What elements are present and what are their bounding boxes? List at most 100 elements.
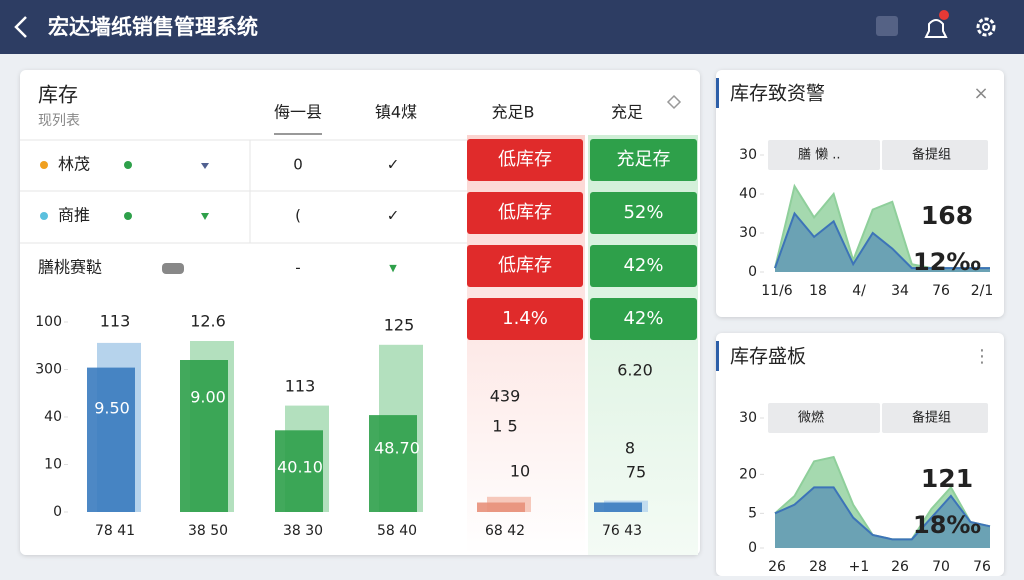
back-button[interactable] [14, 16, 27, 38]
app-bar [0, 0, 1024, 54]
panel-accent [716, 341, 719, 371]
chip-label: 膳 懒 .. [798, 147, 841, 163]
trend-icon [201, 163, 209, 169]
x-tick-label: 38 30 [283, 523, 323, 539]
sort-icon[interactable] [666, 94, 682, 110]
panel-title: 库存盛板 [730, 346, 806, 368]
y-tick-label: 0 [53, 504, 62, 520]
badge-label: 42% [623, 308, 663, 329]
notification-icon[interactable] [924, 19, 948, 38]
x-tick-label: 28 [809, 559, 827, 575]
cell: ✓ [387, 156, 400, 174]
menu-icon[interactable] [876, 16, 898, 36]
bar [369, 415, 417, 512]
x-tick-label: 76 43 [602, 523, 642, 539]
x-tick-label: 68 42 [485, 523, 525, 539]
status-dot [40, 161, 48, 169]
data-annotation: 75 [626, 463, 646, 482]
badge-label: 1.4% [502, 308, 548, 329]
x-tick-label: 70 [932, 559, 950, 575]
x-tick-label: 38 50 [188, 523, 228, 539]
chip-label: 备提组 [912, 410, 951, 426]
line [774, 486, 991, 541]
area [775, 213, 990, 272]
data-annotation: 40.10 [277, 458, 323, 477]
column-header: 充足 [611, 103, 643, 122]
x-tick-label: 26 [768, 559, 786, 575]
badge [590, 245, 697, 287]
panel-accent [716, 78, 719, 108]
cell: ✓ [387, 207, 400, 225]
badge [590, 192, 697, 234]
badge-label: 低库存 [498, 149, 552, 170]
big-value: 168 [921, 201, 973, 230]
filter-chip[interactable] [882, 140, 988, 170]
notification-dot [939, 10, 949, 20]
badge [467, 192, 583, 234]
x-tick-label: 76 [932, 283, 950, 299]
panel-title: 库存致资警 [730, 83, 825, 105]
big-sub: 12‰ [913, 248, 981, 276]
data-annotation: 9.00 [190, 388, 226, 407]
filter-chip[interactable] [882, 403, 988, 433]
x-tick-label: 2/1 [971, 283, 994, 299]
panel-title: 库存 [38, 83, 78, 107]
y-tick-label: 0 [748, 540, 757, 556]
data-annotation: 8 [625, 439, 635, 458]
badge [467, 245, 583, 287]
bar [594, 502, 642, 512]
line [774, 211, 990, 270]
column-header: 侮一县 [274, 103, 322, 122]
status-dot [124, 161, 132, 169]
column-header: 充足B [492, 103, 535, 122]
column-header: 镇4煤 [375, 103, 417, 122]
chip-label: 微燃 [798, 410, 824, 426]
y-tick-label: 30 [739, 225, 757, 241]
data-annotation: 113 [100, 312, 131, 331]
panel-subtitle: 现列表 [38, 113, 80, 129]
x-tick-label: 78 41 [95, 523, 135, 539]
badge-label: 低库存 [498, 202, 552, 223]
settings-icon[interactable] [976, 17, 996, 37]
y-tick-label: 5 [748, 505, 757, 521]
row-name: 膳桃赛鞑 [38, 258, 102, 277]
y-tick-label: 40 [44, 409, 62, 425]
data-annotation: 10 [510, 462, 530, 481]
cell: 0 [293, 156, 303, 174]
area [775, 487, 990, 548]
app-title: 宏达墙纸销售管理系统 [48, 15, 258, 39]
cell: ▾ [389, 259, 397, 277]
x-tick-label: 34 [891, 283, 909, 299]
y-tick-label: 30 [739, 147, 757, 163]
x-tick-label: 58 40 [377, 523, 417, 539]
data-annotation: 6.20 [617, 361, 653, 380]
bar [477, 502, 525, 512]
status-dot [40, 212, 48, 220]
badge [467, 298, 583, 340]
bar [180, 360, 228, 512]
item-icon [162, 263, 184, 274]
badge-label: 42% [623, 255, 663, 276]
y-tick-label: 20 [739, 466, 757, 482]
y-tick-label: 300 [35, 362, 62, 378]
big-sub: 18‰ [913, 511, 981, 539]
y-tick-label: 30 [739, 410, 757, 426]
settings-icon-core [982, 23, 990, 31]
filter-chip[interactable] [768, 140, 880, 170]
data-annotation: 12.6 [190, 312, 226, 331]
more-button[interactable]: ⋮ [973, 346, 991, 367]
badge-label: 充足存 [617, 149, 671, 170]
y-tick-label: 0 [748, 264, 757, 280]
badge-label: 低库存 [498, 255, 552, 276]
y-tick-label: 100 [35, 314, 62, 330]
row-name: 林茂 [58, 155, 90, 174]
data-annotation: 125 [384, 316, 415, 335]
x-tick-label: +1 [849, 559, 870, 575]
filter-chip[interactable] [768, 403, 880, 433]
badge [590, 139, 697, 181]
data-annotation: 1 5 [492, 417, 517, 436]
close-button[interactable]: × [973, 83, 988, 104]
data-annotation: 439 [490, 387, 521, 406]
big-value: 121 [921, 464, 973, 493]
